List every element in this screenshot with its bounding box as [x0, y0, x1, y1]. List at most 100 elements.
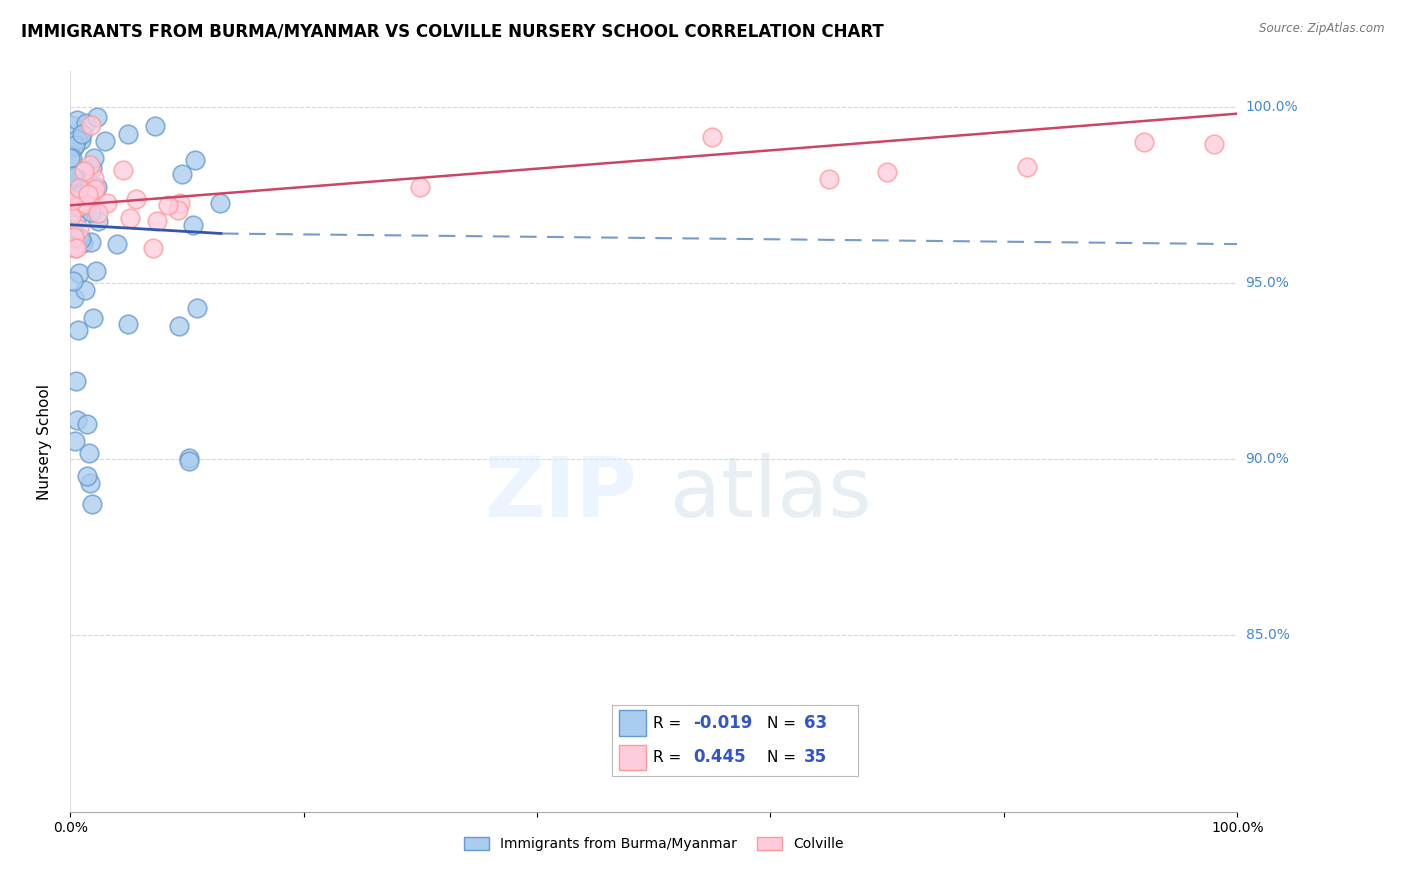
Point — [69, 232, 91, 246]
Point — [76, 469, 98, 483]
Point — [172, 167, 194, 181]
Point — [87, 206, 110, 220]
Point — [156, 198, 179, 212]
Point — [1133, 135, 1156, 149]
Point — [142, 241, 165, 255]
Point — [87, 214, 110, 228]
Point — [876, 164, 898, 178]
Point — [83, 170, 105, 185]
Text: R =: R = — [654, 750, 682, 765]
Point — [62, 140, 84, 154]
Text: atlas: atlas — [669, 453, 872, 534]
Point — [66, 232, 89, 246]
Point — [60, 194, 83, 209]
Text: 63: 63 — [804, 714, 827, 732]
Point — [167, 319, 190, 334]
Point — [67, 221, 90, 235]
Point — [177, 451, 200, 466]
Point — [60, 118, 83, 132]
Point — [76, 187, 98, 202]
Point — [66, 208, 89, 222]
Text: N =: N = — [766, 715, 796, 731]
Point — [72, 236, 94, 251]
Point — [94, 134, 117, 148]
Point — [80, 235, 103, 250]
Point — [62, 193, 84, 207]
Point — [60, 209, 83, 223]
Point — [66, 132, 89, 146]
Legend: Immigrants from Burma/Myanmar, Colville: Immigrants from Burma/Myanmar, Colville — [458, 831, 849, 856]
Point — [80, 205, 103, 219]
Point — [67, 323, 90, 337]
Point — [177, 454, 200, 468]
Point — [169, 195, 191, 210]
Point — [80, 497, 103, 511]
Point — [63, 137, 86, 152]
Text: Source: ZipAtlas.com: Source: ZipAtlas.com — [1260, 22, 1385, 36]
Point — [63, 434, 86, 449]
Point — [67, 200, 90, 214]
Y-axis label: Nursery School: Nursery School — [37, 384, 52, 500]
Point — [111, 163, 134, 178]
Point — [62, 273, 84, 287]
Point — [83, 182, 105, 196]
Point — [86, 180, 108, 194]
Point — [67, 266, 90, 280]
Point — [79, 158, 101, 172]
Point — [67, 229, 90, 244]
Point — [125, 192, 148, 206]
Text: IMMIGRANTS FROM BURMA/MYANMAR VS COLVILLE NURSERY SCHOOL CORRELATION CHART: IMMIGRANTS FROM BURMA/MYANMAR VS COLVILL… — [21, 22, 884, 40]
Point — [75, 283, 97, 297]
Point — [67, 180, 90, 194]
Point — [62, 230, 84, 244]
Point — [60, 226, 83, 240]
Point — [62, 239, 84, 253]
Text: 90.0%: 90.0% — [1246, 452, 1289, 467]
Text: 85.0%: 85.0% — [1246, 629, 1289, 642]
Point — [67, 196, 90, 211]
Point — [59, 151, 82, 165]
Point — [66, 413, 89, 427]
Point — [143, 119, 166, 133]
Point — [66, 232, 89, 246]
Point — [105, 237, 128, 252]
Point — [75, 197, 97, 211]
Point — [62, 240, 84, 254]
Point — [86, 110, 108, 124]
Point — [118, 211, 141, 225]
Point — [209, 196, 232, 211]
Text: N =: N = — [766, 750, 796, 765]
Point — [84, 263, 107, 277]
Point — [146, 214, 169, 228]
Point — [73, 164, 96, 178]
Point — [818, 172, 841, 186]
Point — [60, 151, 83, 165]
Point — [65, 374, 87, 388]
Point — [79, 475, 101, 490]
Point — [62, 224, 84, 238]
Point — [73, 183, 96, 197]
Point — [66, 174, 89, 188]
Bar — [619, 745, 647, 771]
Point — [82, 161, 104, 176]
Text: 35: 35 — [804, 748, 827, 766]
Text: 95.0%: 95.0% — [1246, 276, 1289, 290]
Text: R =: R = — [654, 715, 682, 731]
Point — [702, 130, 724, 145]
Point — [117, 317, 139, 331]
Point — [75, 115, 97, 129]
Point — [1017, 160, 1039, 174]
Point — [181, 218, 204, 232]
Point — [66, 198, 89, 212]
Point — [77, 446, 100, 460]
Point — [62, 291, 84, 305]
Text: -0.019: -0.019 — [693, 714, 752, 732]
Point — [166, 203, 188, 218]
Point — [83, 151, 105, 165]
Point — [117, 128, 139, 142]
Point — [70, 127, 93, 141]
Text: 0.445: 0.445 — [693, 748, 745, 766]
Point — [76, 417, 98, 432]
Point — [80, 118, 103, 132]
Point — [186, 301, 208, 316]
